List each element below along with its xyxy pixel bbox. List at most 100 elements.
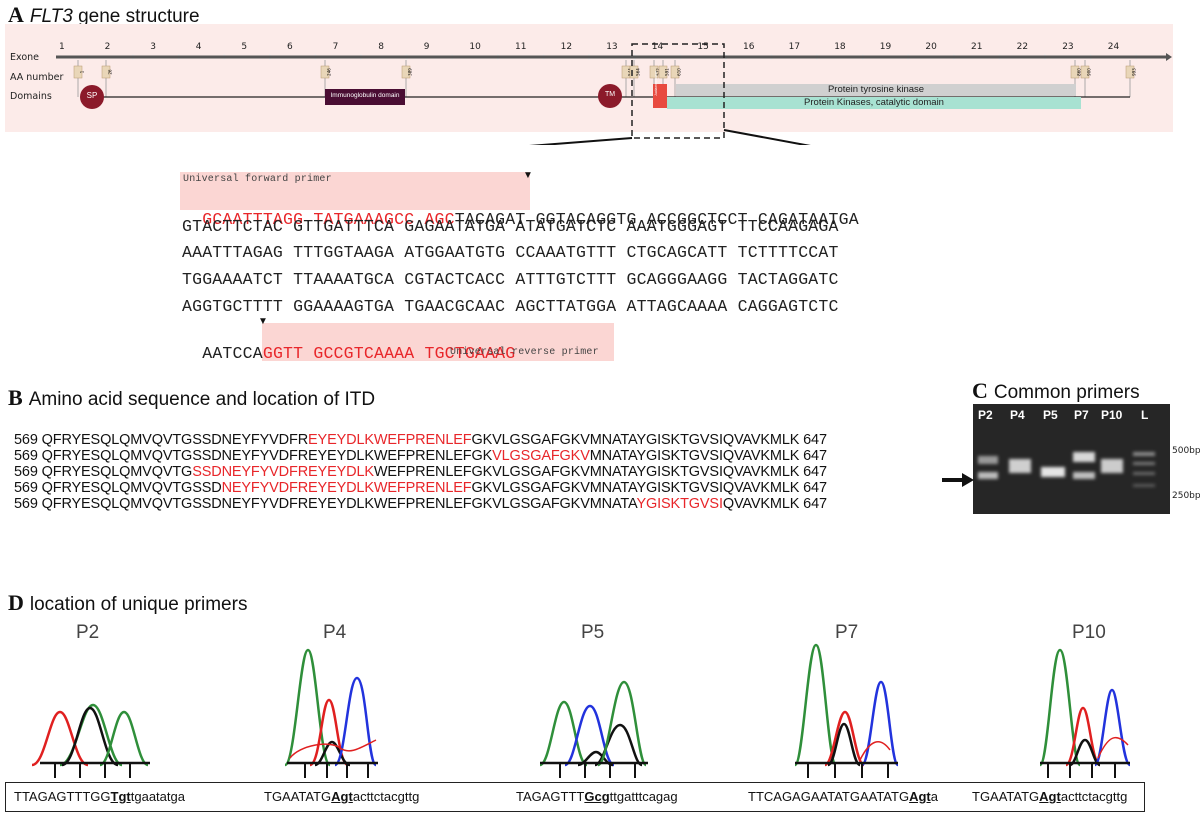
aa-number-text: 610 [677,68,682,76]
aa-number-box [1070,65,1080,79]
aa-number-text: 1 [80,70,85,73]
exon-number-11: 11 [515,42,527,52]
primer-seq-p2: TTAGAGTTTGGTgttgaatatga [14,789,185,804]
aa-row-2: 569 QFRYESQLQMVQVTGSSDNEYFYVDFREYEYDLKWE… [14,448,827,464]
exon-number-6: 6 [287,42,293,52]
exon-number-16: 16 [743,42,755,52]
exon-number-19: 19 [879,42,892,52]
trace-label-p10: P10 [1072,622,1106,643]
aa-row-1: 569 QFRYESQLQMVQVTGSSDNEYFYVDFREYEYDLKWE… [14,432,827,448]
exon-number-12: 12 [560,42,573,52]
sequence-line-4: TGGAAAATCT TTAAAATGCA CGTACTCACC ATTTGTC… [182,270,839,289]
aa-row-3: 569 QFRYESQLQMVQVTGSSDNEYFYVDFREYEYDLKWE… [14,464,827,480]
trace-label-p7: P7 [835,622,859,643]
exon-number-24: 24 [1107,42,1120,52]
exon-number-23: 23 [1062,42,1074,52]
aa-number-text: 591 [665,68,670,76]
aa-row-4: 569 QFRYESQLQMVQVTGSSDNEYFYVDFREYEYDLKWE… [14,480,827,496]
gel-bands [978,452,1155,487]
panel-a-title: A FLT3 gene structure [8,2,200,27]
gel-arrow-icon [942,472,974,493]
ptk-domain-label: Protein tyrosine kinase [827,84,925,95]
reverse-primer-highlight [262,323,614,361]
aa-number-text: 900 [1087,68,1092,76]
marker-500bp: 500bp [1172,446,1200,456]
forward-primer-sequence: GCAATTTAGG TATGAAAGCC AGC [202,210,455,229]
chromatogram-traces [31,643,1132,778]
lane-label-p2: P2 [978,408,993,422]
lane-label-ladder: L [1141,408,1149,422]
panel-b-title: B Amino acid sequence and location of ITD [8,385,376,410]
primer-seq-p10: TGAATATGAgtacttctacgttg [972,789,1128,804]
lane-label-p10: P10 [1101,408,1123,422]
aa-number-text: 26 [108,69,113,75]
sequence-line-1: GCAATTTAGG TATGAAAGCC AGCTACAGAT GGTACAG… [202,210,859,229]
panel-c-title: C Common primers [972,378,1140,403]
sequence-line-3: AAATTTAGAG TTTGGTAAGA ATGGAATGTG CCAAATG… [182,243,839,262]
exon-number-3: 3 [150,42,156,52]
exon-number-7: 7 [332,42,339,52]
exon-number-14: 14 [651,42,664,52]
lane-label-p4: P4 [1010,408,1025,422]
sp-domain-label: SP [86,91,98,100]
unique-primer-sequence-box: TTAGAGTTTGGTgttgaatatga TGAATATGAgtacttc… [5,782,1145,812]
exon-number-10: 10 [469,42,481,52]
exon-number-22: 22 [1016,42,1029,52]
aa-number-box [1125,65,1135,79]
aa-number-text: 993 [1132,68,1137,76]
forward-primer-label: Universal forward primer [183,174,332,185]
primer-seq-p5: TAGAGTTTGcgttgatttcagag [516,789,678,804]
aa-number-text: 564 [636,68,641,76]
exon-number-4: 4 [195,42,202,52]
pkc-domain-label: Protein Kinases, catalytic domain [804,97,944,108]
aa-number-box [320,65,330,79]
aa-number-box [73,65,83,79]
forward-primer-arrow: ▼ [523,170,533,181]
aa-number-box [629,65,639,79]
lane-label-p7: P7 [1074,408,1089,422]
juxtamembrane-label: Juxtamembrane [654,70,658,96]
sequence-line-2: GTACTTCTAC GTTGATTTCA GAGAATATGA ATATGAT… [182,217,839,236]
exon-number-2: 2 [104,42,111,52]
gel-image: P2 P4 P5 P7 P10 L [973,404,1170,514]
ig-domain-label: Immunoglobulin domain [330,92,400,99]
exon-number-9: 9 [423,42,430,52]
exon-number-13: 13 [606,42,618,52]
exon-number-1: 1 [59,42,65,52]
reverse-primer-sequence: GGTT GCCGTCAAAA TGCTGAAAG [262,344,516,363]
sequence-line-5: AGGTGCTTTT GGAAAAGTGA TGAACGCAAC AGCTTAT… [182,297,839,316]
reverse-primer-label: Universal reverse primer [450,347,599,358]
exon-number-17: 17 [788,42,801,52]
exon-number-21: 21 [971,42,983,52]
exon-number-5: 5 [241,42,248,52]
exon-number-20: 20 [925,42,937,52]
aa-number-box [101,65,111,79]
aa-number-text: 860 [1077,68,1082,76]
aa-number-box [658,65,668,79]
aa-number-box [401,65,411,79]
gene-structure-background [5,24,1173,132]
lane-label-p5: P5 [1043,408,1058,422]
aa-number-box [670,65,680,79]
aa-number-row-label: AA number [10,72,64,83]
aa-number-box [649,65,659,79]
exon-number-15: 15 [697,42,709,52]
aa-number-text: 572 [656,68,661,76]
aa-number-text: 246 [327,68,332,76]
marker-250bp: 250bp [1172,491,1200,501]
exone-row-label: Exone [10,52,40,63]
gene-structure-diagram: 126246389544564572591610860900993 [56,43,1172,145]
trace-label-p4: P4 [323,622,347,643]
aa-number-box [1080,65,1090,79]
itd-sequence-block: 569 QFRYESQLQMVQVTGSSDNEYFYVDFREYEYDLKWE… [14,432,827,512]
reverse-primer-arrow: ▼ [258,316,268,327]
domains-row-label: Domains [10,91,52,102]
exon-numbers: 1 2 3 4 5 6 7 8 9 10 11 12 13 14 15 16 17 18 19 20 21 22 23 24 [0,42,1200,54]
primer-seq-p4: TGAATATGAgtacttctacgttg [264,789,420,804]
primer-seq-p7: TTCAGAGAATATGAATATGAgta [748,789,938,804]
aa-number-text: 389 [408,68,413,76]
sequence-line-6: AATCCAGGTT GCCGTCAAAA TGCTGAAAG [202,344,516,363]
tm-domain-label: TM [604,91,616,98]
aa-row-5: 569 QFRYESQLQMVQVTGSSDNEYFYVDFREYEYDLKWE… [14,496,827,512]
